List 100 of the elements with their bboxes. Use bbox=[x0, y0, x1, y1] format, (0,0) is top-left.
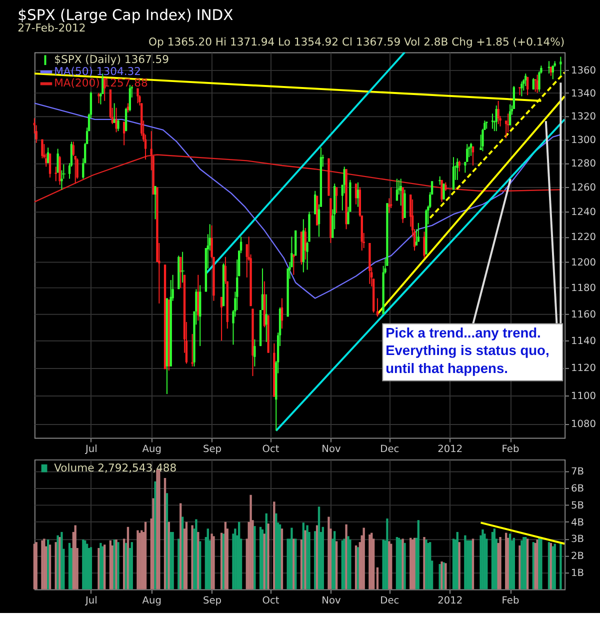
bar bbox=[275, 513, 278, 590]
candlestick bbox=[526, 76, 529, 96]
bar bbox=[484, 534, 486, 590]
chart-title: $SPX (Large Cap Index) INDX bbox=[18, 6, 234, 24]
bar bbox=[560, 542, 562, 590]
bar bbox=[60, 532, 63, 590]
candlestick bbox=[41, 138, 44, 159]
bar bbox=[370, 532, 373, 590]
bar bbox=[300, 540, 303, 590]
bar bbox=[273, 502, 276, 590]
bar bbox=[423, 537, 426, 590]
x-tick-label: Feb bbox=[502, 444, 520, 456]
bar bbox=[396, 537, 398, 590]
candlestick bbox=[520, 80, 523, 97]
bar bbox=[349, 540, 352, 590]
bar bbox=[386, 518, 388, 590]
bar bbox=[90, 547, 92, 590]
candlestick bbox=[115, 107, 118, 133]
y-tick-label: 1080 bbox=[570, 418, 596, 430]
bar bbox=[280, 528, 284, 590]
bar bbox=[493, 528, 496, 590]
candlestick bbox=[466, 144, 468, 162]
chart-title: Volume 2,792,543,488 bbox=[54, 461, 177, 474]
y-tick-label: 1200 bbox=[570, 257, 596, 268]
candlestick bbox=[46, 147, 50, 164]
candlestick bbox=[72, 141, 74, 156]
bar bbox=[164, 478, 166, 590]
bar bbox=[88, 548, 90, 590]
bar bbox=[427, 542, 430, 590]
bar bbox=[48, 544, 52, 590]
candlestick bbox=[280, 298, 284, 330]
bar bbox=[181, 516, 184, 590]
bar bbox=[185, 522, 188, 590]
bar bbox=[197, 532, 200, 590]
bar bbox=[212, 536, 215, 590]
y-tick-label: 1240 bbox=[570, 207, 596, 218]
candlestick bbox=[335, 186, 338, 214]
bar bbox=[254, 526, 256, 590]
bar bbox=[522, 537, 525, 590]
bar bbox=[166, 493, 168, 590]
candlestick bbox=[48, 153, 52, 178]
bar bbox=[411, 540, 414, 590]
bar bbox=[152, 498, 154, 590]
bar bbox=[210, 534, 213, 590]
candlestick bbox=[124, 107, 128, 132]
y-tick-label: 1280 bbox=[570, 158, 596, 170]
bar bbox=[191, 525, 194, 590]
bar bbox=[130, 542, 133, 590]
bar bbox=[302, 522, 304, 590]
bar bbox=[318, 506, 320, 590]
y-tick-label: 1160 bbox=[570, 309, 596, 320]
bar bbox=[224, 522, 227, 590]
candlestick bbox=[396, 178, 398, 202]
bar bbox=[425, 540, 428, 590]
bar bbox=[180, 503, 182, 590]
candlestick bbox=[376, 298, 379, 318]
y-tick-label: 1100 bbox=[570, 390, 596, 402]
candlestick bbox=[442, 183, 445, 200]
candlestick bbox=[560, 56, 562, 76]
bar bbox=[109, 540, 112, 590]
candlestick bbox=[534, 78, 536, 92]
candlestick bbox=[154, 186, 156, 220]
bar bbox=[195, 519, 198, 590]
x-tick-label: Aug bbox=[142, 596, 162, 607]
y-tick-label: 1320 bbox=[570, 111, 596, 122]
bar bbox=[540, 538, 542, 590]
legend-title: $SPX (Daily) 1367.59 bbox=[54, 53, 170, 66]
y-tick-label: 1180 bbox=[570, 283, 596, 294]
bar bbox=[552, 546, 554, 590]
x-tick-label: Jul bbox=[84, 596, 98, 607]
bar bbox=[347, 536, 350, 590]
bar bbox=[464, 535, 466, 590]
bar bbox=[238, 522, 240, 590]
bar bbox=[505, 532, 508, 590]
candlestick bbox=[470, 142, 472, 156]
legend-label: MA(50) 1304.32 bbox=[54, 64, 142, 78]
x-tick-label: Sep bbox=[203, 596, 222, 607]
y-tick-label: 1300 bbox=[570, 134, 596, 146]
bar bbox=[322, 526, 324, 590]
candlestick bbox=[180, 256, 182, 288]
candlestick bbox=[136, 88, 139, 104]
bar bbox=[458, 542, 460, 590]
y-tick-label: 1120 bbox=[570, 363, 596, 374]
bar bbox=[267, 524, 270, 590]
y-tick-label: 1340 bbox=[570, 88, 596, 100]
y-tick-label: 2B bbox=[570, 551, 584, 562]
bar bbox=[306, 525, 308, 590]
bar bbox=[417, 520, 420, 590]
candlestick bbox=[126, 102, 130, 113]
bar bbox=[33, 544, 36, 590]
bar bbox=[68, 542, 71, 590]
candlestick bbox=[292, 254, 295, 276]
y-tick-label: 1140 bbox=[570, 336, 596, 348]
candlestick bbox=[354, 183, 358, 205]
y-tick-label: 1220 bbox=[570, 232, 596, 244]
bar bbox=[334, 531, 336, 590]
bar bbox=[508, 534, 512, 590]
x-tick-label: Feb bbox=[502, 596, 520, 607]
bar bbox=[100, 542, 102, 590]
candlestick bbox=[254, 338, 256, 367]
